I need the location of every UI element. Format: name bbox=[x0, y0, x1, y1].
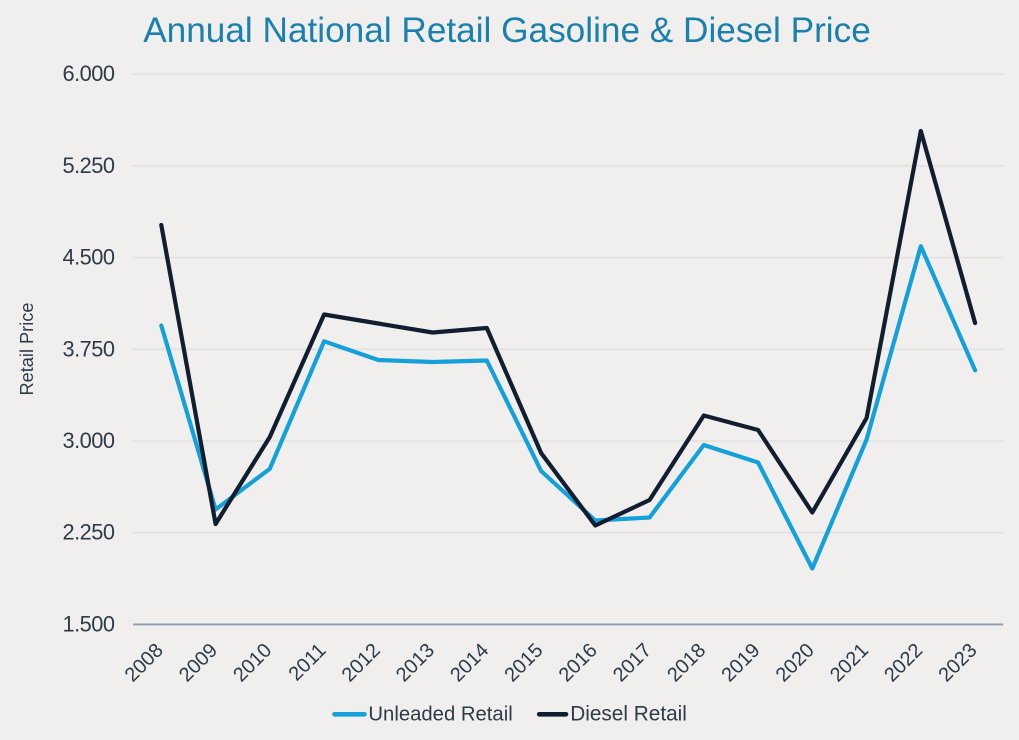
svg-text:5.250: 5.250 bbox=[62, 153, 114, 178]
svg-text:Unleaded Retail: Unleaded Retail bbox=[368, 703, 512, 725]
svg-text:3.000: 3.000 bbox=[62, 428, 114, 453]
svg-text:3.750: 3.750 bbox=[62, 336, 114, 361]
svg-text:Retail Price: Retail Price bbox=[17, 303, 37, 396]
svg-text:4.500: 4.500 bbox=[62, 245, 114, 270]
svg-text:6.000: 6.000 bbox=[62, 61, 114, 86]
svg-text:Annual National Retail Gasolin: Annual National Retail Gasoline & Diesel… bbox=[143, 11, 871, 50]
svg-text:2.250: 2.250 bbox=[62, 520, 114, 545]
svg-text:Diesel Retail: Diesel Retail bbox=[570, 702, 687, 725]
svg-text:1.500: 1.500 bbox=[62, 611, 114, 636]
